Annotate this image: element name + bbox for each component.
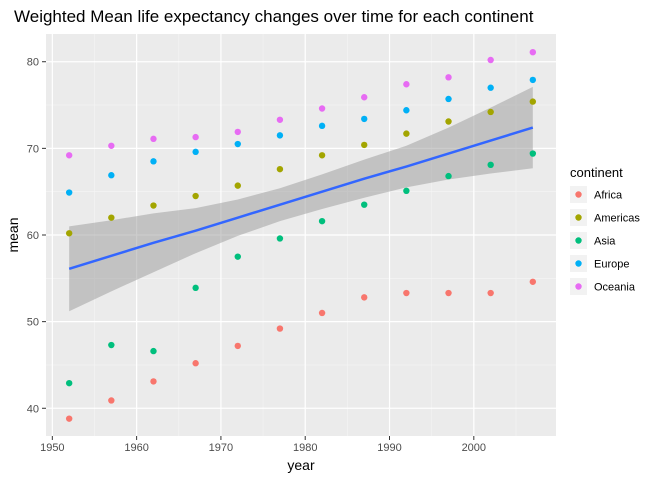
data-point — [150, 347, 157, 355]
data-point — [276, 235, 284, 242]
x-axis-title: year — [287, 457, 315, 473]
data-point — [487, 84, 494, 91]
chart-title: Weighted Mean life expectancy changes ov… — [14, 7, 534, 26]
data-point — [150, 135, 157, 143]
data-point — [361, 141, 368, 149]
data-point — [487, 108, 494, 116]
data-point — [361, 94, 368, 101]
series-asia — [65, 150, 537, 387]
data-point — [192, 148, 199, 156]
y-tick-label: 50 — [27, 317, 39, 329]
data-point — [529, 98, 537, 105]
data-point — [192, 284, 199, 292]
series-africa — [65, 278, 537, 422]
legend-label: Americas — [594, 213, 640, 225]
data-point — [65, 379, 73, 387]
y-tick-label: 60 — [27, 230, 39, 242]
data-point — [192, 133, 199, 141]
data-point — [318, 122, 326, 130]
data-point — [276, 132, 284, 139]
y-tick-label: 80 — [27, 57, 39, 69]
x-tick-label: 1990 — [377, 442, 401, 454]
data-point — [65, 230, 73, 237]
legend-label: Asia — [594, 236, 616, 248]
data-point — [445, 118, 452, 125]
trend-layer — [68, 86, 534, 312]
x-axis: 1950 1960 1970 1980 1990 2000 — [40, 436, 486, 454]
data-point — [445, 95, 452, 103]
data-point — [150, 158, 157, 165]
data-point — [234, 182, 241, 189]
data-point — [276, 165, 284, 173]
legend-swatch — [575, 191, 582, 198]
data-point — [403, 130, 410, 137]
data-point — [108, 214, 115, 221]
data-point — [192, 192, 199, 200]
data-point — [318, 309, 326, 317]
data-point — [403, 187, 410, 195]
data-point — [318, 217, 326, 225]
y-tick-label: 40 — [27, 403, 39, 415]
data-point — [108, 172, 115, 179]
x-tick-label: 1950 — [40, 442, 64, 454]
data-point — [403, 289, 410, 297]
points-layer — [65, 48, 537, 422]
data-point — [234, 140, 241, 148]
data-point — [65, 152, 73, 159]
data-point — [234, 342, 241, 350]
data-point — [403, 107, 410, 114]
data-point — [65, 189, 73, 196]
data-point — [445, 289, 452, 297]
data-point — [487, 161, 494, 169]
data-point — [361, 294, 368, 301]
x-tick-label: 2000 — [462, 442, 486, 454]
data-point — [65, 415, 73, 422]
data-point — [529, 150, 537, 157]
legend-label: Europe — [594, 259, 629, 271]
y-tick-label: 70 — [27, 143, 39, 155]
x-tick-label: 1980 — [293, 442, 317, 454]
series-americas — [65, 98, 537, 237]
data-point — [234, 128, 241, 136]
data-point — [487, 289, 494, 297]
y-axis-title: mean — [5, 217, 21, 252]
data-point — [403, 81, 410, 88]
y-axis: 40 50 60 70 80 — [27, 57, 46, 415]
data-point — [445, 74, 452, 81]
data-point — [150, 378, 157, 385]
data-point — [150, 202, 157, 209]
legend-swatch — [575, 214, 582, 221]
data-point — [529, 278, 537, 285]
legend: continent Africa Americas Asia Europe Oceani… — [570, 165, 640, 295]
data-point — [108, 341, 115, 349]
legend-swatch — [575, 260, 582, 267]
legend-label: Africa — [594, 190, 623, 202]
data-point — [276, 116, 284, 123]
data-point — [318, 105, 326, 112]
x-tick-label: 1960 — [124, 442, 148, 454]
legend-swatch — [575, 237, 582, 244]
data-point — [529, 48, 537, 56]
data-point — [529, 76, 537, 84]
series-oceania — [65, 48, 537, 159]
x-tick-label: 1970 — [209, 442, 233, 454]
legend-label: Oceania — [594, 282, 636, 294]
data-point — [192, 360, 199, 367]
data-point — [361, 115, 368, 123]
series-europe — [65, 76, 537, 196]
data-point — [108, 397, 115, 404]
data-point — [318, 152, 326, 159]
data-point — [276, 325, 284, 332]
data-point — [361, 201, 368, 208]
data-point — [108, 142, 115, 149]
data-point — [487, 56, 494, 64]
legend-swatch — [575, 283, 582, 290]
data-point — [234, 253, 241, 260]
data-point — [445, 172, 452, 180]
legend-title: continent — [570, 165, 623, 180]
trend-line — [68, 126, 534, 270]
